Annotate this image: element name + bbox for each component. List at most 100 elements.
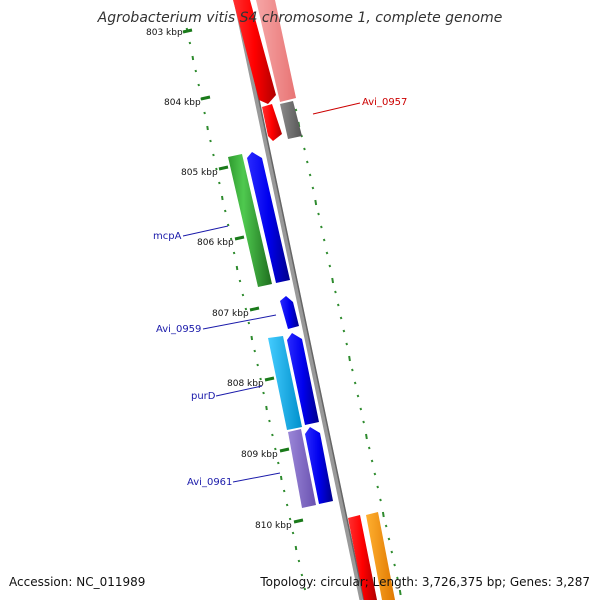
gc-dash [241, 293, 245, 297]
gc-dash [353, 381, 357, 385]
gc-dash [194, 69, 198, 73]
gc-dash [339, 316, 343, 320]
gc-dash [274, 447, 277, 451]
gc-dash [277, 461, 280, 465]
scale-tick-6 [279, 447, 290, 453]
leader-purD [215, 385, 263, 397]
gc-dash [367, 446, 371, 450]
gc-dash [376, 485, 380, 489]
gc-dash [253, 349, 256, 353]
gc-dash [336, 303, 340, 307]
gene-red-upper[interactable] [233, 0, 276, 104]
gene-label-avi-0959[interactable]: Avi_0959 [156, 324, 201, 335]
gc-dash [331, 277, 335, 284]
gene-orange-bottom[interactable] [366, 512, 395, 600]
gc-dash [325, 251, 329, 255]
gc-dash [282, 489, 286, 493]
gc-dash [328, 264, 332, 268]
gc-dash [303, 147, 306, 151]
gc-dash [359, 407, 363, 411]
gc-dash [320, 225, 323, 229]
gene-avi-0959[interactable] [280, 296, 299, 329]
gc-dash [191, 55, 195, 61]
gc-dash [206, 125, 209, 131]
gc-dash [390, 550, 394, 554]
gene-mcpA[interactable] [228, 154, 272, 287]
tick-label-807: 807 kbp [212, 309, 249, 319]
gc-dash [308, 173, 312, 177]
gene-label-avi-0957[interactable]: Avi_0957 [362, 97, 407, 108]
gene-avi-0957[interactable] [280, 101, 302, 139]
gene-blue-lower[interactable] [305, 427, 333, 504]
gc-dash [215, 167, 218, 171]
gc-dash [229, 237, 233, 241]
gene-red-bottom[interactable] [348, 515, 377, 600]
gc-dash [303, 587, 307, 591]
gc-dash [288, 517, 292, 521]
gc-dash [203, 111, 206, 115]
tick-label-803: 803 kbp [146, 28, 183, 38]
gene-avi-0961[interactable] [288, 429, 316, 508]
gc-dash [297, 559, 301, 563]
gc-dash [259, 377, 262, 381]
gc-dash [300, 573, 304, 577]
scale-tick-4 [249, 306, 260, 312]
gc-dash [314, 199, 318, 206]
gene-label-purD[interactable]: purD [191, 391, 216, 402]
tick-label-805: 805 kbp [181, 168, 218, 178]
gc-dash [256, 363, 259, 367]
gene-red-small[interactable] [262, 104, 282, 141]
tick-label-804: 804 kbp [164, 98, 201, 108]
gc-dash [271, 433, 274, 437]
gc-dash [268, 419, 271, 423]
gc-dash [250, 335, 254, 341]
gc-track-left [185, 27, 307, 591]
gene-purD[interactable] [268, 336, 302, 430]
tick-label-810: 810 kbp [255, 521, 292, 531]
gc-dash [247, 321, 251, 325]
gc-dash [285, 503, 289, 507]
accession-text: Accession: NC_011989 [9, 575, 146, 589]
tick-label-808: 808 kbp [227, 379, 264, 389]
topology-text: Topology: circular; Length: 3,726,375 bp… [260, 575, 590, 589]
gc-dash [232, 251, 236, 255]
gc-dash [218, 181, 221, 185]
gc-dash [223, 209, 227, 213]
gc-dash [348, 355, 351, 362]
gc-dash [365, 433, 368, 440]
scale-tick-1 [200, 95, 211, 101]
leader-avi-0961 [232, 472, 281, 483]
gene-label-mcpA[interactable]: mcpA [153, 231, 182, 242]
gc-dash [294, 108, 298, 112]
gc-dash [362, 420, 365, 424]
gc-dash [381, 511, 385, 518]
gc-dash [311, 186, 315, 190]
scale-tick-0 [182, 28, 193, 34]
tick-label-809: 809 kbp [241, 450, 278, 460]
gc-dash [244, 307, 248, 311]
scale-tick-5 [264, 376, 275, 382]
map-title: Agrobacterium vitis S4 chromosome 1, com… [97, 10, 503, 26]
gene-blue-mid[interactable] [287, 333, 319, 425]
gene-pink-upper[interactable] [256, 0, 296, 102]
tick-label-806: 806 kbp [197, 238, 234, 248]
gc-dash [396, 576, 399, 580]
gc-dash [317, 212, 320, 216]
gc-dash [393, 563, 396, 567]
gc-dash [197, 83, 200, 87]
gc-dash [356, 394, 360, 398]
gc-dash [279, 475, 283, 481]
gc-dash [370, 459, 374, 463]
leader-mcpA [182, 225, 229, 237]
gc-dash [221, 195, 224, 201]
gene-label-avi-0961[interactable]: Avi_0961 [187, 477, 232, 488]
gene-blue-long[interactable] [247, 152, 290, 283]
gc-dash [387, 537, 391, 541]
leader-avi-0957 [312, 102, 361, 115]
gc-dash [322, 238, 326, 242]
gc-dash [398, 589, 402, 596]
backbone-line [233, 0, 365, 600]
scale-ticks [182, 28, 304, 524]
gc-dash [212, 153, 215, 157]
